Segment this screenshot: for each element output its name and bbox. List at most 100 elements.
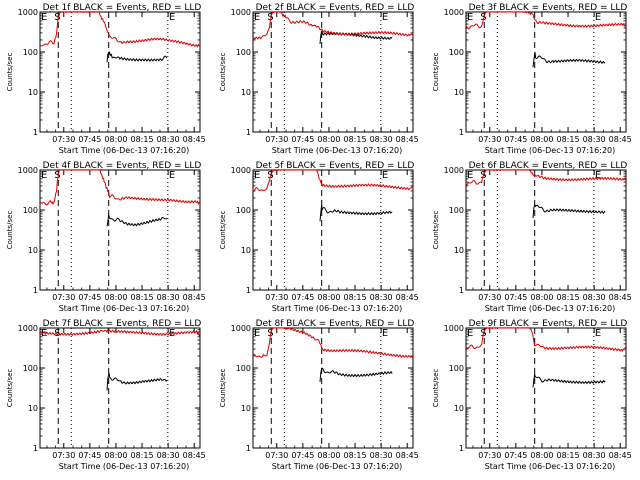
chart-panel-8: Det 8f BLACK = Events, RED = LLD Counts/s… [219, 319, 419, 471]
x-tick-label: 07:45 [504, 135, 527, 144]
chart-panel-3: Det 3f BLACK = Events, RED = LLD Counts/s… [432, 3, 632, 155]
y-tick-label: 1000 [231, 8, 251, 17]
x-tick-label: 08:15 [131, 451, 154, 460]
marker-e-label: E [595, 328, 601, 339]
x-tick-label: 08:30 [583, 135, 606, 144]
x-tick-label: 07:30 [478, 451, 501, 460]
marker-e-label: E [595, 170, 601, 181]
y-tick-label: 1000 [444, 8, 464, 17]
marker-e-label: E [382, 170, 388, 181]
plot-frame [252, 169, 414, 291]
y-axis-label: Counts/sec [219, 369, 227, 408]
x-tick-label: 08:00 [317, 293, 340, 302]
marker-s-label: S [480, 12, 486, 23]
y-tick-label: 10 [454, 404, 464, 413]
chart-title: Det 9f BLACK = Events, RED = LLD [469, 319, 628, 329]
series-line-lld [466, 170, 626, 186]
chart-panel-9: Det 9f BLACK = Events, RED = LLD Counts/s… [432, 319, 632, 471]
x-tick-label: 08:15 [557, 451, 580, 460]
y-tick-label: 1 [246, 286, 251, 295]
marker-e-label: E [467, 328, 473, 339]
x-axis-label: Start Time (06-Dec-13 07:16:20) [485, 462, 616, 471]
x-axis-label: Start Time (06-Dec-13 07:16:20) [485, 146, 616, 155]
y-tick-label: 100 [449, 206, 464, 215]
x-tick-label: 07:45 [78, 451, 101, 460]
plot-frame [465, 11, 627, 133]
series-line-lld [253, 170, 413, 193]
plot-frame [39, 11, 201, 133]
x-tick-label: 07:45 [78, 293, 101, 302]
chart-panel-1: Det 1f BLACK = Events, RED = LLD Counts/s… [6, 3, 206, 155]
x-tick-label: 08:30 [583, 293, 606, 302]
y-tick-label: 1 [459, 444, 464, 453]
x-axis-label: Start Time (06-Dec-13 07:16:20) [59, 146, 190, 155]
marker-e-label: E [254, 328, 260, 339]
chart-title: Det 4f BLACK = Events, RED = LLD [43, 161, 202, 171]
series-line-events [319, 30, 393, 44]
x-tick-label: 07:45 [291, 293, 314, 302]
x-tick-label: 07:45 [78, 135, 101, 144]
y-tick-label: 100 [449, 48, 464, 57]
x-tick-label: 08:45 [396, 135, 419, 144]
marker-e-label: E [595, 12, 601, 23]
series-line-lld [40, 170, 200, 206]
x-tick-label: 08:00 [317, 451, 340, 460]
y-tick-label: 1 [459, 128, 464, 137]
x-tick-label: 08:45 [183, 135, 206, 144]
x-tick-label: 07:30 [265, 451, 288, 460]
x-tick-label: 08:45 [609, 135, 632, 144]
x-tick-label: 08:45 [183, 451, 206, 460]
x-axis-label: Start Time (06-Dec-13 07:16:20) [59, 304, 190, 313]
x-tick-label: 08:00 [104, 451, 127, 460]
x-tick-label: 08:00 [530, 135, 553, 144]
x-tick-label: 08:45 [396, 293, 419, 302]
x-tick-label: 07:45 [504, 451, 527, 460]
chart-panel-4: Det 4f BLACK = Events, RED = LLD Counts/s… [6, 161, 206, 313]
series-line-events [106, 214, 168, 227]
marker-e-label: E [254, 170, 260, 181]
y-tick-label: 100 [23, 206, 38, 215]
x-tick-label: 08:15 [131, 135, 154, 144]
chart-panel-5: Det 5f BLACK = Events, RED = LLD Counts/s… [219, 161, 419, 313]
plot-frame [465, 327, 627, 449]
marker-e-label: E [254, 12, 260, 23]
x-tick-label: 08:00 [530, 293, 553, 302]
y-tick-label: 1000 [444, 166, 464, 175]
x-tick-label: 08:00 [530, 451, 553, 460]
y-tick-label: 1 [33, 286, 38, 295]
y-axis-label: Counts/sec [6, 369, 14, 408]
y-tick-label: 1 [459, 286, 464, 295]
y-tick-label: 10 [28, 246, 38, 255]
y-tick-label: 100 [236, 48, 251, 57]
series-line-lld [40, 328, 200, 337]
y-tick-label: 1000 [18, 8, 38, 17]
series-line-lld [40, 12, 200, 48]
series-line-events [106, 372, 168, 391]
x-tick-label: 08:30 [583, 451, 606, 460]
x-axis-label: Start Time (06-Dec-13 07:16:20) [272, 462, 403, 471]
chart-title: Det 7f BLACK = Events, RED = LLD [43, 319, 202, 329]
marker-e-label: E [41, 12, 47, 23]
x-tick-label: 07:30 [52, 451, 75, 460]
y-tick-label: 1000 [18, 166, 38, 175]
chart-title: Det 5f BLACK = Events, RED = LLD [256, 161, 415, 171]
x-tick-label: 07:30 [52, 135, 75, 144]
x-tick-label: 07:30 [265, 135, 288, 144]
chart-panel-2: Det 2f BLACK = Events, RED = LLD Counts/s… [219, 3, 419, 155]
marker-e-label: E [169, 170, 175, 181]
y-tick-label: 1 [33, 128, 38, 137]
x-tick-label: 07:30 [265, 293, 288, 302]
x-axis-label: Start Time (06-Dec-13 07:16:20) [59, 462, 190, 471]
plot-frame [39, 327, 201, 449]
marker-s-label: S [54, 170, 60, 181]
chart-panel-6: Det 6f BLACK = Events, RED = LLD Counts/s… [432, 161, 632, 313]
x-tick-label: 08:30 [157, 135, 180, 144]
plot-frame [252, 327, 414, 449]
x-tick-label: 08:45 [609, 293, 632, 302]
y-tick-label: 100 [449, 364, 464, 373]
series-line-events [106, 50, 168, 63]
x-tick-label: 08:00 [104, 293, 127, 302]
x-tick-label: 08:00 [317, 135, 340, 144]
y-axis-label: Counts/sec [219, 53, 227, 92]
